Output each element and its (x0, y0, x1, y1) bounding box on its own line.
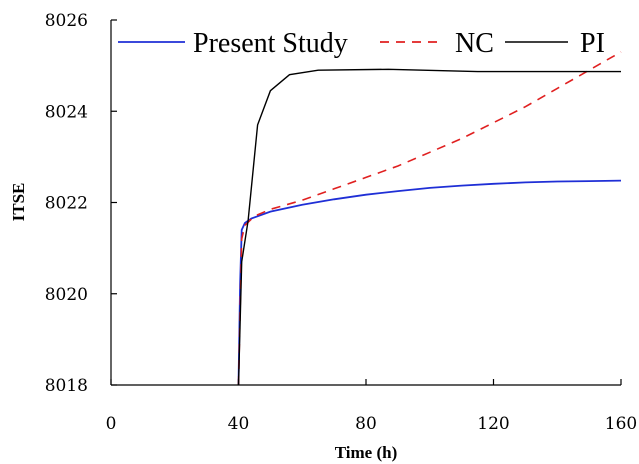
legend-label-pi: PI (580, 28, 605, 59)
legend-label-present-study: Present Study (193, 28, 348, 59)
y-tick-label-8018: 8018 (45, 376, 88, 396)
y-tick-label-8020: 8020 (45, 285, 88, 305)
x-tick-label-40: 40 (228, 414, 250, 434)
series-line-pi (237, 68, 621, 386)
y-tick-label-8022: 8022 (45, 194, 88, 214)
series-line-present-study (237, 179, 622, 386)
y-tick-label-8024: 8024 (45, 102, 88, 122)
ticks: 0 40 80 120 160 8018 8020 8022 8024 8026 (45, 11, 637, 434)
legend: Present Study NC PI (118, 28, 605, 59)
y-axis-title: ITSE (9, 183, 28, 222)
x-tick-label-0: 0 (106, 414, 117, 434)
x-tick-label-160: 160 (605, 414, 637, 434)
series-lines (237, 51, 622, 386)
y-tick-label-8026: 8026 (45, 11, 88, 31)
axes (110, 20, 621, 386)
x-tick-label-120: 120 (477, 414, 509, 434)
x-axis-title: Time (h) (335, 443, 398, 462)
x-tick-label-80: 80 (355, 414, 377, 434)
series-line-nc (237, 51, 622, 386)
legend-label-nc: NC (455, 28, 494, 59)
